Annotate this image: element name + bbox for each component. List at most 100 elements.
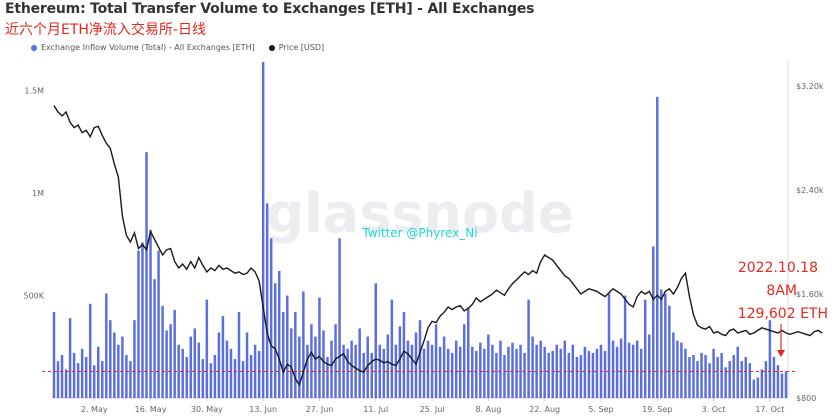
inflow-bar xyxy=(177,344,180,398)
inflow-bar xyxy=(656,96,659,399)
inflow-bar xyxy=(322,330,325,398)
inflow-bar xyxy=(282,311,285,398)
inflow-bar xyxy=(720,352,723,398)
inflow-bar xyxy=(648,334,651,398)
x-tick-label: 5. Sep xyxy=(588,405,613,414)
inflow-bar xyxy=(627,342,631,398)
inflow-bar xyxy=(402,311,406,398)
inflow-bar xyxy=(52,311,56,398)
inflow-bar xyxy=(68,318,72,398)
inflow-bar xyxy=(499,340,502,398)
inflow-bar xyxy=(209,363,213,398)
inflow-bar xyxy=(193,328,197,398)
inflow-bar xyxy=(60,354,64,398)
chart-title: Ethereum: Total Transfer Volume to Excha… xyxy=(5,1,535,17)
inflow-bar xyxy=(173,309,176,398)
inflow-bar xyxy=(635,340,639,398)
inflow-bar xyxy=(241,361,245,398)
inflow-bar xyxy=(358,328,361,398)
inflow-bar xyxy=(418,320,422,398)
inflow-bar xyxy=(579,354,583,398)
inflow-bar xyxy=(615,346,619,398)
inflow-bar xyxy=(245,332,249,398)
x-tick-label: 22. Aug xyxy=(529,405,560,414)
inflow-bar xyxy=(728,361,731,398)
inflow-bar xyxy=(97,346,100,398)
inflow-bar xyxy=(547,352,550,398)
inflow-bar xyxy=(748,363,752,398)
inflow-bar xyxy=(129,361,132,398)
inflow-bar xyxy=(475,350,478,398)
inflow-bar xyxy=(249,354,253,398)
inflow-bar xyxy=(696,361,699,398)
inflow-bar xyxy=(467,307,470,398)
inflow-bar xyxy=(563,340,567,398)
inflow-bar xyxy=(189,336,192,398)
inflow-bar xyxy=(101,361,104,398)
inflow-bar xyxy=(261,62,265,399)
inflow-bar xyxy=(700,352,703,398)
inflow-bar xyxy=(664,293,667,398)
inflow-bar xyxy=(764,361,768,398)
inflow-bar xyxy=(591,352,595,398)
inflow-bar xyxy=(458,346,462,398)
inflow-bar xyxy=(450,352,454,398)
y-left-tick-label: 1.5M xyxy=(24,87,44,96)
inflow-bar xyxy=(607,293,611,398)
inflow-bar xyxy=(290,328,293,398)
inflow-bar xyxy=(253,344,257,398)
legend-item-price[interactable]: Price [USD] xyxy=(268,43,325,52)
inflow-bar xyxy=(346,348,349,398)
inflow-bar xyxy=(338,238,341,398)
inflow-bar xyxy=(744,357,748,398)
inflow-bar xyxy=(221,316,225,398)
inflow-bar xyxy=(523,352,526,398)
inflow-bar xyxy=(157,250,160,398)
inflow-bar xyxy=(80,348,84,398)
inflow-bar xyxy=(137,250,140,398)
inflow-bar xyxy=(394,344,398,398)
inflow-bar xyxy=(555,344,558,398)
inflow-bar xyxy=(495,352,498,398)
inflow-bar xyxy=(88,303,92,398)
inflow-bar xyxy=(672,332,675,398)
inflow-bar xyxy=(772,357,776,398)
inflow-bar xyxy=(273,283,277,398)
inflow-bar xyxy=(185,357,188,398)
inflow-bar xyxy=(487,334,490,398)
inflow-bar xyxy=(237,311,241,398)
inflow-bar xyxy=(314,336,317,398)
inflow-bar xyxy=(181,348,184,398)
inflow-bar xyxy=(708,363,711,398)
inflow-bar xyxy=(386,334,390,398)
inflow-bar xyxy=(294,311,297,398)
inflow-bar xyxy=(692,354,695,398)
y-right-tick-label: $1.60k xyxy=(796,290,824,299)
inflow-bar xyxy=(197,342,201,398)
inflow-bar xyxy=(511,342,514,398)
inflow-bar xyxy=(543,346,546,398)
price-line xyxy=(53,105,823,387)
x-tick-label: 3. Oct xyxy=(702,405,726,414)
inflow-bar xyxy=(390,299,394,398)
inflow-bar xyxy=(623,295,627,398)
inflow-bar xyxy=(595,348,599,398)
inflow-bar xyxy=(141,242,144,398)
inflow-bar xyxy=(201,359,205,398)
x-tick-label: 13. Jun xyxy=(249,405,277,414)
y-right-tick-label: $800 xyxy=(796,394,816,403)
inflow-bar xyxy=(756,377,760,398)
inflow-bar xyxy=(551,350,554,398)
inflow-bar xyxy=(434,324,438,398)
legend-item-inflow[interactable]: Exchange Inflow Volume (Total) - All Exc… xyxy=(31,43,255,52)
inflow-bar xyxy=(72,352,76,398)
inflow-bar xyxy=(611,340,615,398)
inflow-bar xyxy=(688,357,691,398)
inflow-bar xyxy=(76,363,80,398)
inflow-bar xyxy=(740,361,743,398)
legend-price-label: Price [USD] xyxy=(278,43,325,52)
inflow-bar xyxy=(302,291,305,398)
inflow-bar xyxy=(153,279,156,398)
inflow-bar xyxy=(752,379,756,398)
